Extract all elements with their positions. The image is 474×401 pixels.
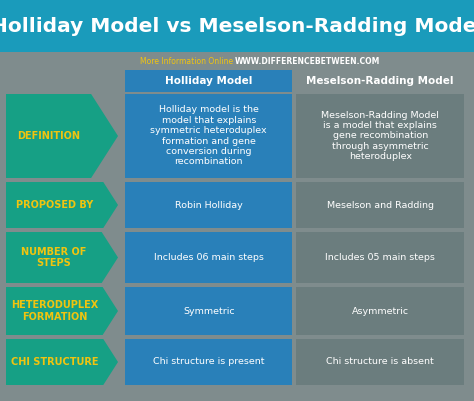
Polygon shape	[6, 182, 118, 228]
FancyBboxPatch shape	[0, 0, 474, 52]
Polygon shape	[6, 232, 118, 283]
Polygon shape	[6, 339, 118, 385]
Text: HETERODUPLEX
FORMATION: HETERODUPLEX FORMATION	[11, 300, 98, 322]
FancyBboxPatch shape	[125, 182, 292, 228]
Text: NUMBER OF
STEPS: NUMBER OF STEPS	[21, 247, 87, 268]
FancyBboxPatch shape	[125, 339, 292, 385]
Text: Robin Holliday: Robin Holliday	[175, 200, 243, 209]
FancyBboxPatch shape	[297, 232, 464, 283]
Text: Meselson and Radding: Meselson and Radding	[327, 200, 434, 209]
Text: Meselson-Radding Model: Meselson-Radding Model	[307, 76, 454, 86]
Text: Chi structure is present: Chi structure is present	[153, 358, 264, 367]
FancyBboxPatch shape	[297, 182, 464, 228]
FancyBboxPatch shape	[125, 232, 292, 283]
FancyBboxPatch shape	[125, 70, 292, 92]
Text: Includes 05 main steps: Includes 05 main steps	[325, 253, 435, 262]
Text: DEFINITION: DEFINITION	[17, 131, 80, 141]
Text: Holliday Model vs Meselson-Radding Model: Holliday Model vs Meselson-Radding Model	[0, 16, 474, 36]
Text: Meselson-Radding Model
is a model that explains
gene recombination
through asymm: Meselson-Radding Model is a model that e…	[321, 111, 439, 161]
Text: Holliday Model: Holliday Model	[165, 76, 253, 86]
Text: CHI STRUCTURE: CHI STRUCTURE	[11, 357, 99, 367]
FancyBboxPatch shape	[297, 339, 464, 385]
Text: WWW.DIFFERENCEBETWEEN.COM: WWW.DIFFERENCEBETWEEN.COM	[235, 57, 380, 65]
Polygon shape	[6, 94, 118, 178]
Text: Holliday model is the
model that explains
symmetric heteroduplex
formation and g: Holliday model is the model that explain…	[150, 105, 267, 166]
Text: More Information Online: More Information Online	[140, 57, 233, 65]
FancyBboxPatch shape	[297, 94, 464, 178]
Text: Chi structure is absent: Chi structure is absent	[327, 358, 434, 367]
Text: Asymmetric: Asymmetric	[352, 306, 409, 316]
FancyBboxPatch shape	[297, 70, 464, 92]
Polygon shape	[6, 287, 118, 335]
FancyBboxPatch shape	[125, 94, 292, 178]
Text: Includes 06 main steps: Includes 06 main steps	[154, 253, 264, 262]
FancyBboxPatch shape	[125, 287, 292, 335]
Text: Symmetric: Symmetric	[183, 306, 235, 316]
Text: PROPOSED BY: PROPOSED BY	[16, 200, 93, 210]
FancyBboxPatch shape	[297, 287, 464, 335]
